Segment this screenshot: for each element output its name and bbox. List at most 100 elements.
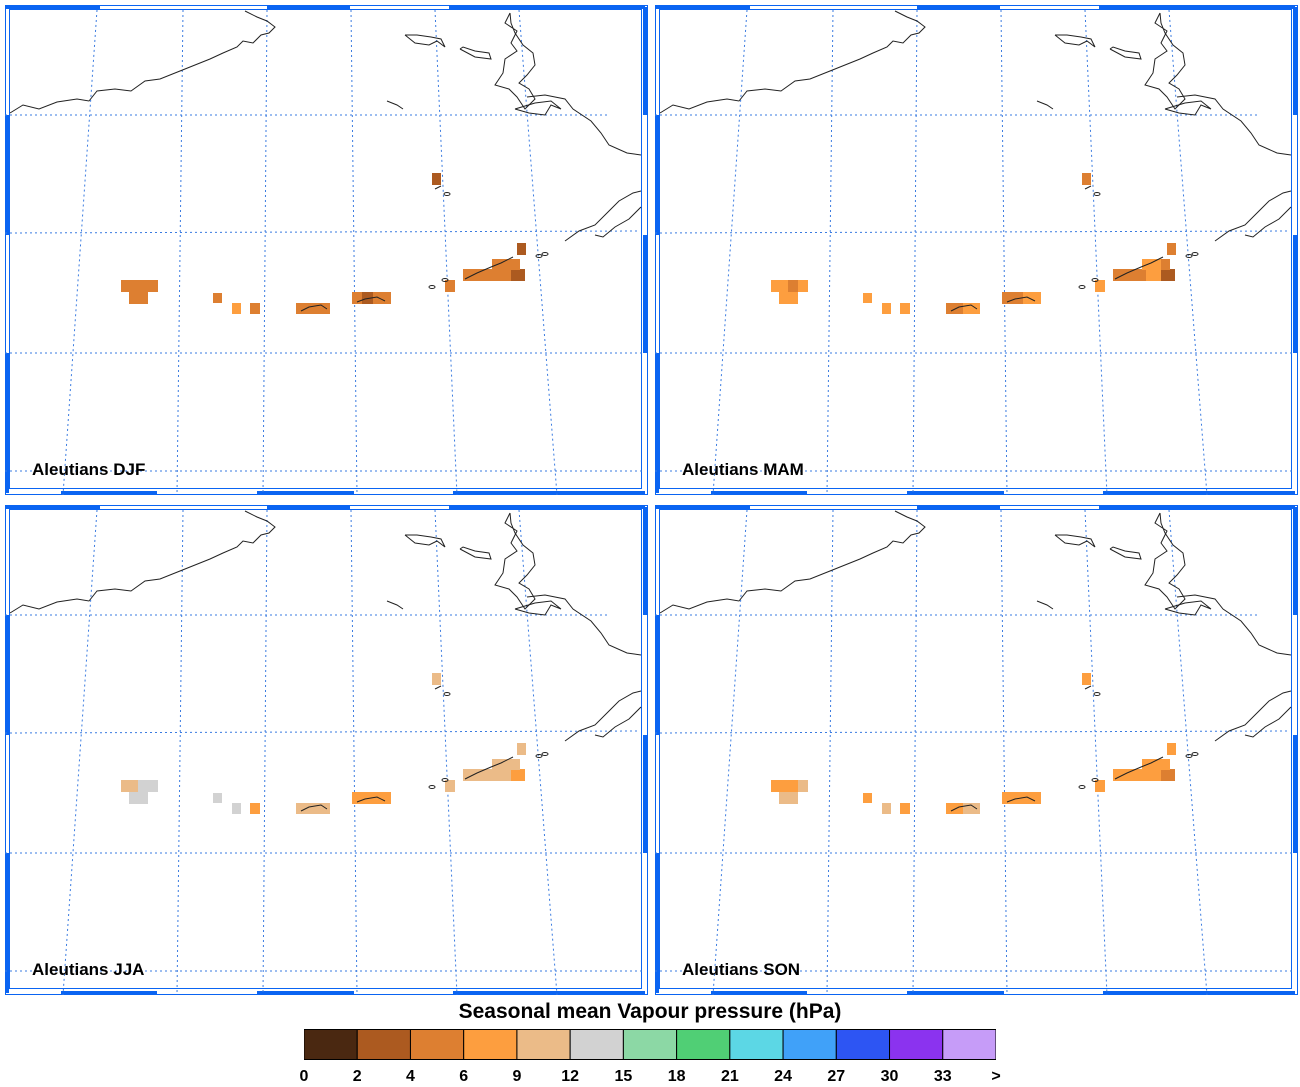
- map-mam: [655, 5, 1298, 495]
- station-cell: [313, 303, 330, 314]
- colorbar-tick-label: 0: [299, 1068, 309, 1085]
- station-cell: [480, 769, 496, 781]
- station-cell: [492, 259, 511, 270]
- coastline: [564, 190, 642, 242]
- colorbar-tick-label: 18: [667, 1068, 686, 1085]
- graticule-line: [712, 509, 748, 995]
- station-cell: [798, 280, 808, 292]
- coastline: [459, 546, 492, 560]
- island-coast: [356, 296, 386, 303]
- island-coast: [300, 304, 328, 312]
- map-panel-jja: Aleutians JJA: [5, 505, 648, 995]
- station-cell: [779, 292, 798, 304]
- graticule-line: [62, 9, 98, 495]
- colorbar-tick-label: 4: [406, 1068, 415, 1085]
- colorbar-swatch: [304, 1029, 358, 1060]
- colorbar: [304, 1029, 996, 1060]
- station-cell: [1146, 269, 1161, 281]
- panel-label: Aleutians SON: [682, 960, 801, 979]
- station-cell: [511, 269, 525, 281]
- station-cell: [373, 292, 391, 304]
- island-coast: [434, 685, 442, 690]
- graticule-line: [655, 230, 1291, 234]
- colorbar-tick-label: 30: [880, 1068, 899, 1085]
- station-cell: [480, 269, 496, 281]
- station-cell: [313, 803, 330, 814]
- colorbar-tick-label: 9: [512, 1068, 522, 1085]
- island-coast: [1114, 756, 1164, 780]
- station-cell: [1142, 759, 1161, 770]
- coastline: [1214, 190, 1292, 242]
- island-coast: [1006, 296, 1036, 303]
- coastline: [514, 100, 562, 116]
- station-cell: [129, 792, 148, 804]
- station-cell: [511, 259, 520, 270]
- colorbar-swatch: [569, 1029, 624, 1060]
- panel-label: Aleutians DJF: [32, 460, 146, 479]
- coastline: [1036, 600, 1054, 610]
- station-cell: [362, 792, 373, 804]
- map-panel-mam: Aleutians MAM: [655, 5, 1298, 495]
- station-cell: [1082, 173, 1091, 185]
- station-cell: [900, 303, 910, 314]
- coastline: [1109, 46, 1142, 60]
- island-coast: [300, 804, 328, 812]
- coastline: [1036, 100, 1054, 110]
- station-cell: [138, 780, 148, 792]
- station-cell: [517, 743, 526, 755]
- colorbar-tick-label: 6: [459, 1068, 469, 1085]
- station-cell: [1161, 759, 1170, 770]
- coastline: [514, 600, 562, 616]
- colorbar-swatch: [463, 1029, 518, 1060]
- island: [1191, 252, 1199, 256]
- graticule-line: [912, 9, 918, 495]
- graticule-line: [62, 509, 98, 995]
- island: [541, 252, 549, 256]
- island: [1091, 278, 1099, 282]
- colorbar-tick-label: 12: [561, 1068, 580, 1085]
- graticule-line: [712, 9, 748, 495]
- panel-label: Aleutians MAM: [682, 460, 804, 479]
- station-cell: [373, 792, 391, 804]
- station-cell: [788, 280, 798, 292]
- station-cell: [492, 759, 511, 770]
- island: [1185, 754, 1193, 758]
- coastline: [1176, 94, 1292, 156]
- coastline: [386, 100, 404, 110]
- map-jja: [5, 505, 648, 995]
- coastline: [1176, 594, 1292, 656]
- colorbar-swatch: [835, 1029, 891, 1060]
- graticule-line: [655, 730, 1291, 734]
- station-cell: [511, 769, 525, 781]
- station-cell: [517, 243, 526, 255]
- panel-label: Aleutians JJA: [32, 960, 145, 979]
- station-cell: [121, 780, 138, 792]
- coastline: [459, 46, 492, 60]
- legend-title: Seasonal mean Vapour pressure (hPa): [458, 1000, 842, 1023]
- island-coast: [356, 796, 386, 803]
- island-coast: [1084, 685, 1092, 690]
- station-cell: [1130, 769, 1146, 781]
- station-cell: [1130, 269, 1146, 281]
- station-cell: [213, 293, 222, 303]
- colorbar-tick-label: 15: [614, 1068, 633, 1085]
- map-frame-outer: [5, 505, 648, 995]
- station-cell: [232, 303, 241, 314]
- map-frame-outer: [655, 505, 1298, 995]
- station-cell: [445, 280, 455, 292]
- colorbar-swatch: [409, 1029, 465, 1060]
- coastline: [404, 534, 446, 548]
- station-cell: [138, 280, 148, 292]
- station-cell: [432, 173, 441, 185]
- station-cell: [496, 269, 511, 281]
- map-frame-inner: [9, 509, 642, 989]
- coastline: [1214, 690, 1292, 742]
- coastline: [659, 510, 926, 614]
- map-frame-inner: [9, 9, 642, 489]
- coastline: [494, 512, 536, 610]
- coastline: [1244, 206, 1292, 238]
- graticule-line: [176, 509, 184, 995]
- colorbar-swatch: [622, 1029, 678, 1060]
- station-cell: [121, 280, 138, 292]
- station-cell: [296, 303, 313, 314]
